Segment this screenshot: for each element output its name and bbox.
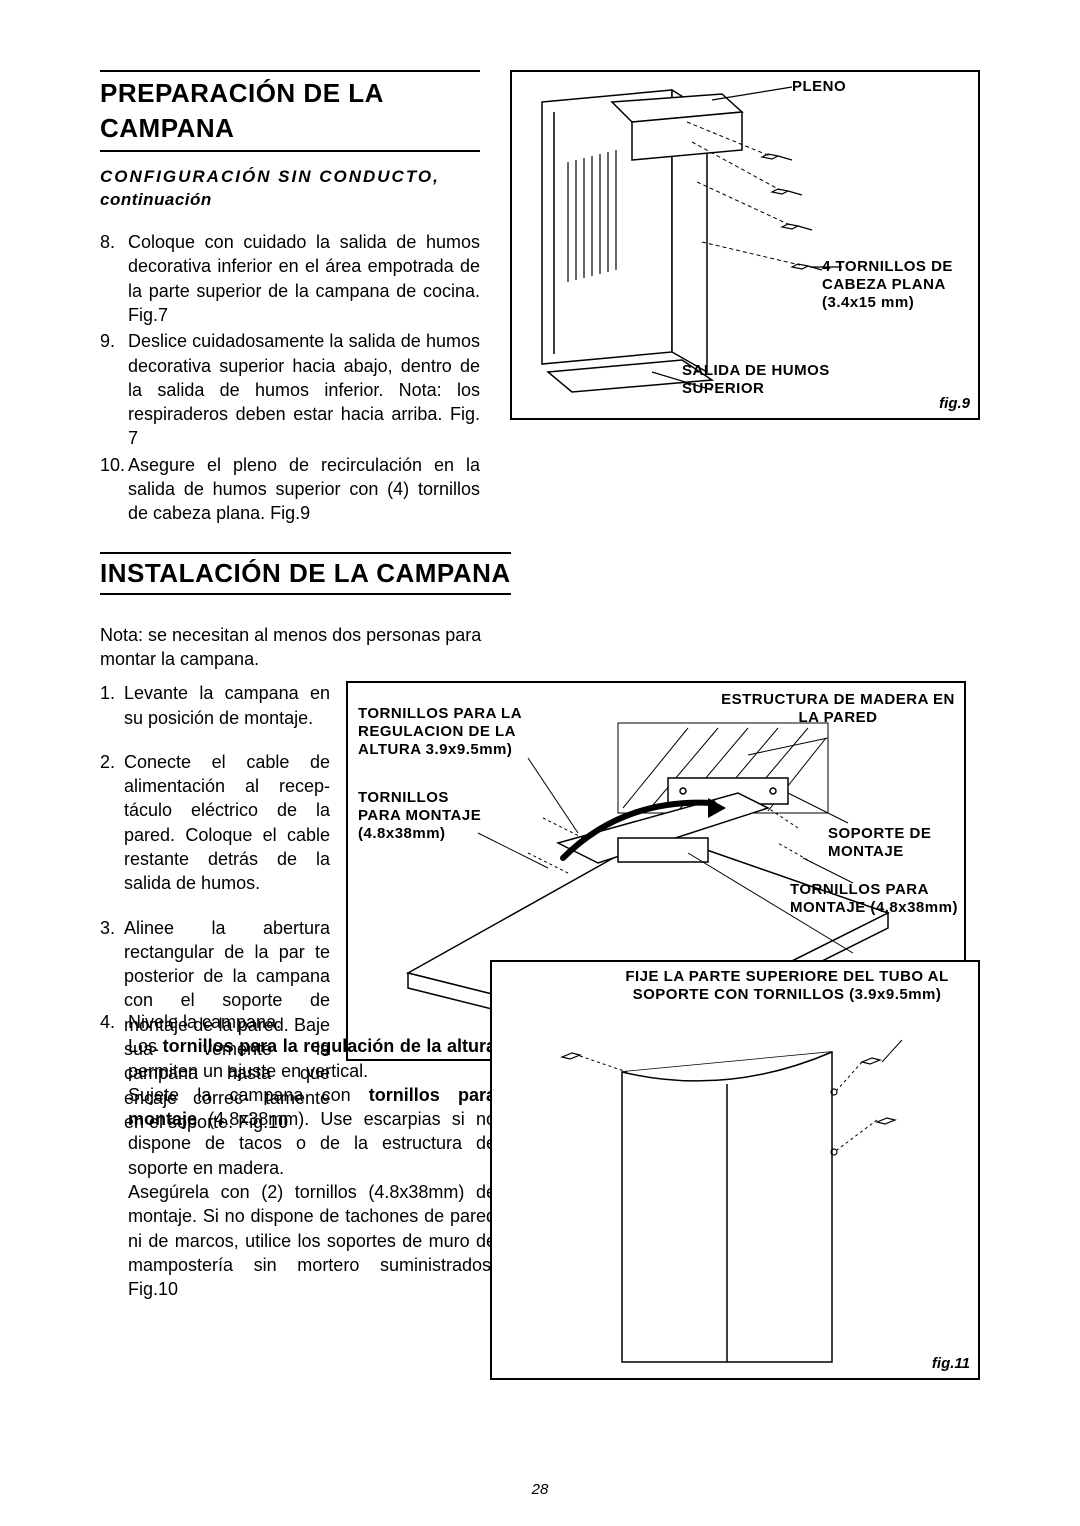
s4-l3a: Sujete la campana con bbox=[128, 1085, 369, 1105]
item-num: 1. bbox=[100, 681, 124, 730]
fig10-label-soporte: SOPORTE DE MONTAJE bbox=[828, 825, 958, 861]
item-num: 8. bbox=[100, 230, 128, 327]
list-item: 2.Conecte el cable de alimentación al re… bbox=[100, 750, 330, 896]
s4-l2a: Los bbox=[128, 1036, 163, 1056]
item-text: Nivele la campana. Los tornillos para la… bbox=[128, 1010, 496, 1302]
fig9-caption: fig.9 bbox=[939, 395, 970, 412]
fig9-label-tornillos: 4 TORNILLOS DE CABEZA PLANA (3.4x15 mm) bbox=[822, 258, 972, 312]
item-num: 9. bbox=[100, 329, 128, 450]
section1-left: PREPARACIÓN DE LA CAMPANA CONFIGURACIÓN … bbox=[100, 70, 480, 528]
fig9-label-pleno: PLENO bbox=[792, 78, 846, 96]
figure-11: FIJE LA PARTE SUPERIORE DEL TUBO AL SOPO… bbox=[490, 960, 980, 1380]
subhead-main: CONFIGURACIÓN SIN CONDUCTO, bbox=[100, 167, 440, 186]
item-text: Levante la campana en su posición de mon… bbox=[124, 681, 330, 730]
fig10-label-reg: TORNILLOS PARA LA REGULACION DE LA ALTUR… bbox=[358, 705, 548, 759]
section1-title: PREPARACIÓN DE LA CAMPANA bbox=[100, 70, 480, 152]
s4-l2b: tornillos para la regulación de la altur… bbox=[163, 1036, 496, 1056]
fig11-svg bbox=[492, 962, 978, 1378]
item-text: Coloque con cuidado la salida de humos d… bbox=[128, 230, 480, 327]
fig11-caption: fig.11 bbox=[932, 1355, 970, 1372]
section2-note: Nota: se necesitan al menos dos personas… bbox=[100, 623, 500, 672]
section1-list: 8.Coloque con cuidado la salida de humos… bbox=[100, 230, 480, 526]
item-num: 10. bbox=[100, 453, 128, 526]
s4-l1: Nivele la campana. bbox=[128, 1012, 281, 1032]
subhead-cont: continuación bbox=[100, 190, 212, 209]
section1-subhead: CONFIGURACIÓN SIN CONDUCTO, continuación bbox=[100, 166, 480, 212]
fig10-label-mont2: TORNILLOS PARA MONTAJE (4.8x38mm) bbox=[790, 881, 960, 917]
list-item: 9.Deslice cuidadosamente la salida de hu… bbox=[100, 329, 480, 450]
fig10-label-madera: ESTRUCTURA DE MADERA EN LA PARED bbox=[718, 691, 958, 727]
list-item: 10.Asegure el pleno de recirculación en … bbox=[100, 453, 480, 526]
fig11-label: FIJE LA PARTE SUPERIORE DEL TUBO AL SOPO… bbox=[612, 968, 962, 1004]
fig10-label-mont1: TORNILLOS PARA MONTAJE (4.8x38mm) bbox=[358, 789, 488, 843]
item-text: Conecte el cable de alimentación al rece… bbox=[124, 750, 330, 896]
figure-9: PLENO 4 TORNILLOS DE CABEZA PLANA (3.4x1… bbox=[510, 70, 980, 420]
item-text: Deslice cuidadosamente la salida de humo… bbox=[128, 329, 480, 450]
list-item: 1.Levante la campana en su posición de m… bbox=[100, 681, 330, 730]
s4-l4: Asegúrela con (2) tornillos (4.8x38mm) d… bbox=[128, 1182, 496, 1299]
item-num: 4. bbox=[100, 1010, 128, 1302]
section2-title: INSTALACIÓN DE LA CAMPANA bbox=[100, 552, 511, 595]
page-number: 28 bbox=[0, 1481, 1080, 1498]
item-text: Asegure el pleno de recirculación en la … bbox=[128, 453, 480, 526]
fig9-label-salida: SALIDA DE HUMOS SUPERIOR bbox=[682, 362, 882, 398]
install-step-4: 4. Nivele la campana. Los tornillos para… bbox=[100, 1010, 496, 1302]
s4-l2c: permiten un ajuste en vertical. bbox=[128, 1061, 368, 1081]
item-num: 2. bbox=[100, 750, 124, 896]
list-item: 8.Coloque con cuidado la salida de humos… bbox=[100, 230, 480, 327]
